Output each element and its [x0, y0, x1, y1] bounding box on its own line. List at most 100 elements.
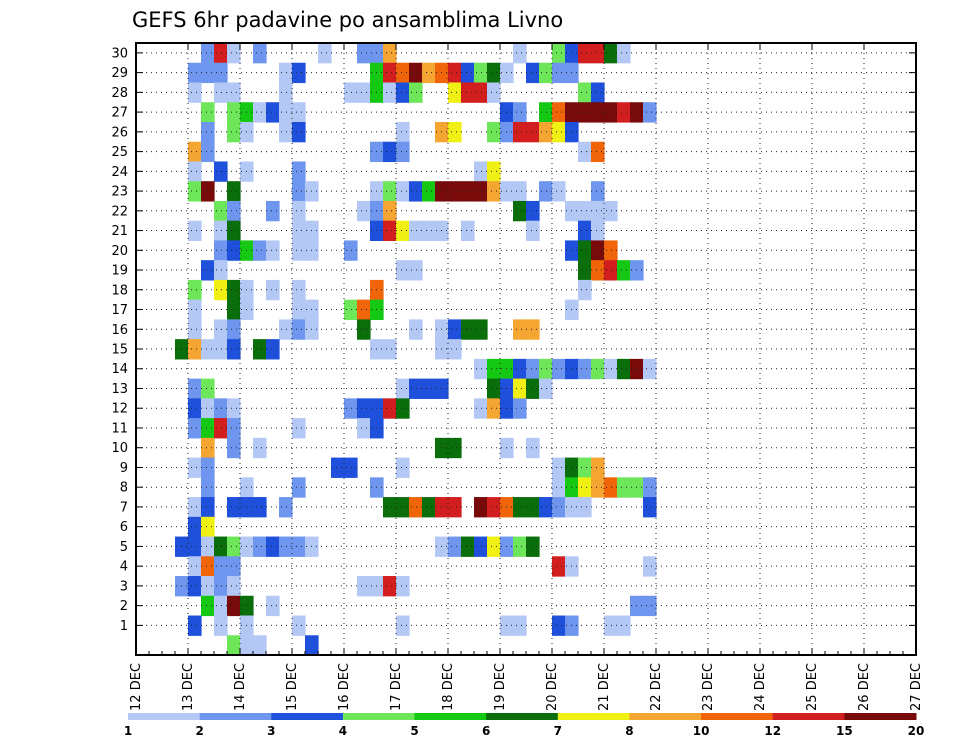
cell [253, 240, 267, 261]
cell [448, 319, 462, 340]
cell [214, 418, 228, 439]
cell [279, 82, 293, 103]
cell [617, 260, 631, 281]
cell [357, 299, 371, 320]
cell [227, 43, 241, 64]
gridline-layer [136, 43, 916, 655]
cell [201, 437, 215, 459]
cell-layer [175, 43, 657, 656]
cell [214, 576, 228, 597]
legend-swatch [271, 713, 344, 720]
cell [513, 121, 527, 143]
cell [552, 497, 566, 518]
y-tick-label: 6 [120, 520, 128, 535]
cell [188, 161, 202, 182]
cell [526, 358, 540, 380]
cell [201, 121, 215, 143]
cell [513, 43, 527, 64]
cell [227, 398, 241, 419]
cell [383, 62, 397, 84]
cell [513, 398, 527, 419]
cell [188, 82, 202, 103]
cell [552, 43, 566, 64]
cell [474, 536, 488, 557]
cell [214, 62, 228, 84]
cell [357, 398, 371, 419]
cell [292, 181, 306, 202]
legend-label: 5 [410, 724, 418, 738]
cell [292, 536, 306, 557]
cell [578, 279, 592, 301]
cell [344, 457, 358, 478]
cell [591, 477, 605, 498]
cell [526, 378, 540, 399]
cell [539, 102, 553, 123]
y-tick-label: 9 [120, 461, 128, 476]
cell [461, 62, 475, 84]
cell [266, 339, 280, 360]
cell [201, 339, 215, 360]
legend-swatch [199, 713, 272, 720]
cell [227, 240, 241, 261]
y-tick-label: 17 [111, 303, 128, 318]
x-tick-label: 21 DEC [597, 663, 612, 711]
cell [591, 457, 605, 478]
cell [604, 615, 618, 636]
cell [578, 141, 592, 163]
cell [643, 595, 657, 617]
cell [305, 635, 319, 656]
legend-swatch [342, 713, 416, 720]
y-tick-label: 14 [111, 362, 128, 377]
cell [604, 102, 618, 123]
cell [344, 299, 358, 320]
cell [188, 181, 202, 202]
cell [357, 43, 371, 64]
x-tick-label: 12 DEC [129, 663, 144, 711]
cell [513, 358, 527, 380]
x-tick-label: 22 DEC [649, 663, 664, 711]
cell [448, 181, 462, 202]
cell [578, 82, 592, 103]
cell [344, 240, 358, 261]
y-tick-label: 19 [111, 264, 128, 279]
cell [214, 339, 228, 360]
cell [487, 536, 501, 557]
cell [214, 536, 228, 557]
cell [383, 576, 397, 597]
cell [422, 62, 436, 84]
cell [227, 339, 241, 360]
x-tick-label: 24 DEC [753, 663, 768, 711]
cell [526, 220, 540, 242]
x-tick-label: 20 DEC [545, 663, 560, 711]
cell [396, 260, 410, 281]
cell [552, 358, 566, 380]
cell [188, 319, 202, 340]
cell [227, 200, 241, 222]
y-tick-label: 8 [120, 481, 128, 496]
cell [188, 279, 202, 301]
legend-label: 15 [836, 724, 853, 738]
cell [552, 477, 566, 498]
cell [513, 319, 527, 340]
cell [266, 536, 280, 557]
cell [214, 595, 228, 617]
y-tick-label: 26 [111, 125, 128, 140]
cell [396, 457, 410, 478]
cell [539, 62, 553, 84]
cell [292, 62, 306, 84]
cell [604, 200, 618, 222]
cell [279, 536, 293, 557]
cell [188, 576, 202, 597]
cell [214, 43, 228, 64]
y-tick-label: 22 [111, 204, 128, 219]
cell [227, 82, 241, 103]
x-tick-label: 17 DEC [389, 663, 404, 711]
x-axis: 12 DEC 13 DEC 14 DEC 15 DEC 16 DEC 17 DEC 18 D… [129, 43, 924, 711]
cell [214, 240, 228, 261]
legend-swatch [557, 713, 630, 720]
cell [201, 457, 215, 478]
cell [279, 62, 293, 84]
legend-swatch [128, 713, 201, 720]
cell [383, 200, 397, 222]
cell [188, 457, 202, 478]
